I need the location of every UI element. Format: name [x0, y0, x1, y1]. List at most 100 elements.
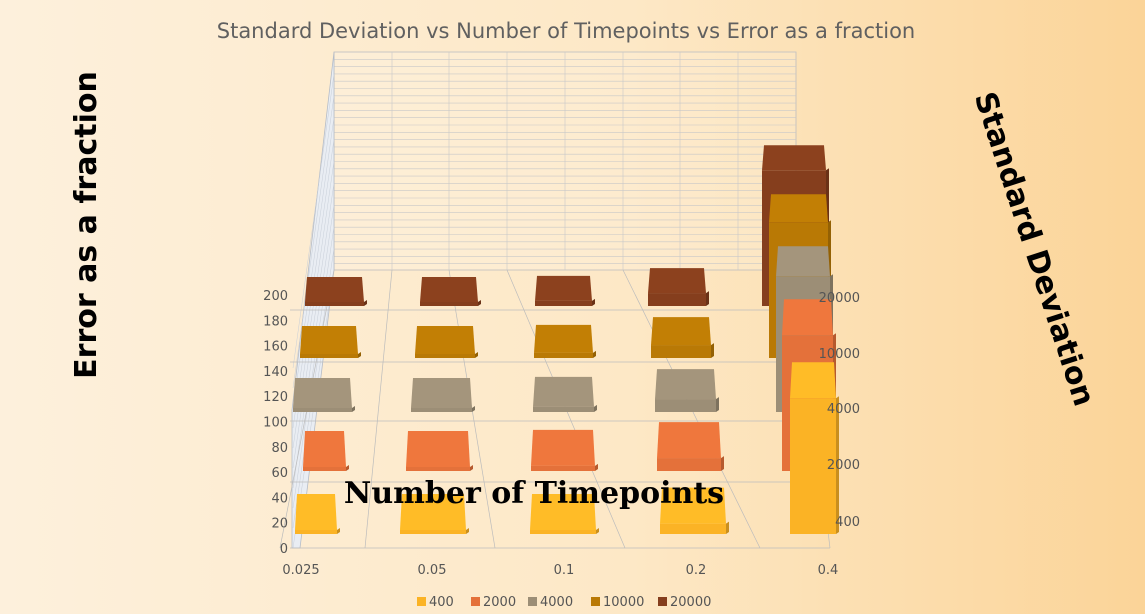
bar-top-face	[648, 268, 706, 294]
side-wall-gridline	[292, 95, 335, 389]
legend-label: 400	[429, 595, 454, 610]
legend-swatch	[658, 597, 667, 606]
bar-top-face	[406, 431, 470, 467]
bar-10000-0.2	[651, 317, 714, 358]
z-axis-title: Standard Deviation	[967, 88, 1102, 411]
bar-side-face	[352, 406, 355, 412]
bar-front-face	[400, 530, 466, 534]
bar-side-face	[478, 300, 481, 306]
bar-top-face	[300, 326, 358, 354]
bar-side-face	[595, 463, 598, 471]
bar-top-face	[295, 494, 337, 530]
x-tick-label: 0.4	[818, 563, 839, 578]
y-tick-label: 180	[263, 314, 288, 329]
x-tick-label: 0.1	[554, 563, 575, 578]
y-axis-title: Error as a fraction	[69, 71, 104, 379]
bar-top-face	[790, 362, 836, 399]
bar-20000-0.2	[648, 268, 709, 306]
y-tick-label: 140	[263, 365, 288, 380]
bar-front-face	[420, 302, 478, 306]
bar-top-face	[657, 422, 721, 459]
y-tick-label: 20	[271, 517, 288, 532]
z-tick-label: 20000	[819, 291, 860, 306]
bar-front-face	[411, 408, 472, 412]
y-tick-label: 100	[263, 416, 288, 431]
bar-side-face	[364, 300, 367, 306]
bar-top-face	[660, 487, 726, 524]
legend-swatch	[591, 597, 600, 606]
bar-top-face	[651, 317, 711, 346]
bar-front-face	[651, 345, 711, 358]
chart-legend: 400 2000 4000 10000 20000	[417, 595, 711, 610]
chart-bars	[293, 145, 839, 534]
bar-front-face	[303, 467, 346, 471]
bar-20000-0.1	[535, 275, 595, 306]
chart-title: Standard Deviation vs Number of Timepoin…	[217, 19, 916, 43]
bar-top-face	[776, 246, 830, 277]
legend-label: 20000	[670, 595, 711, 610]
legend-label: 10000	[603, 595, 644, 610]
z-tick-label: 2000	[827, 458, 860, 473]
bar-front-face	[305, 302, 364, 306]
chart-walls	[279, 51, 831, 549]
x-axis-title: Number of Timepoints	[344, 476, 724, 511]
y-tick-label: 160	[263, 340, 288, 355]
bar-side-face	[466, 528, 469, 534]
bar-400-0.2	[660, 487, 729, 534]
legend-swatch	[417, 597, 426, 606]
y-tick-label: 80	[271, 441, 288, 456]
legend-label: 2000	[483, 595, 516, 610]
bar-front-face	[415, 354, 475, 358]
bar-20000-0.05	[420, 277, 481, 306]
x-tick-label: 0.05	[418, 563, 447, 578]
z-tick-label: 10000	[819, 347, 860, 362]
legend-swatch	[528, 597, 537, 606]
x-tick-label: 0.2	[686, 563, 707, 578]
bar-front-face	[295, 530, 337, 534]
bar-10000-0.025	[300, 326, 361, 358]
legend-item-2000: 2000	[471, 595, 516, 610]
bar-top-face	[531, 429, 595, 466]
side-wall-gridline	[292, 226, 335, 509]
bar-side-face	[594, 404, 597, 412]
bar-top-face	[655, 369, 716, 400]
bar-400-0.05	[400, 494, 469, 534]
bar-top-face	[534, 324, 593, 353]
legend-label: 4000	[540, 595, 573, 610]
bar-top-face	[411, 378, 472, 408]
y-tick-label: 0	[280, 542, 288, 557]
bar-top-face	[769, 194, 828, 223]
legend-swatch	[471, 597, 480, 606]
bar-400-0.1	[530, 494, 599, 534]
floor-gridline	[364, 269, 393, 549]
bar-side-face	[472, 406, 475, 412]
bar-side-face	[470, 465, 473, 471]
bar-side-face	[726, 521, 729, 534]
bar-front-face	[655, 399, 716, 412]
bar-front-face	[535, 300, 592, 306]
bar-2000-0.1	[531, 429, 598, 471]
bar-side-face	[836, 396, 839, 534]
bar-2000-0.025	[303, 431, 349, 471]
bar-side-face	[592, 298, 595, 306]
bar-side-face	[711, 343, 714, 358]
bar-400-0.025	[295, 494, 340, 534]
bar-top-face	[293, 378, 352, 408]
z-tick-label: 4000	[827, 402, 860, 417]
chart-ticks: 0 20 40 60 80 100 120 140 160 180 200 0.025 0.05 0.1 0…	[263, 289, 860, 578]
bar-10000-0.05	[415, 326, 478, 358]
bar-400-0.4	[790, 362, 839, 534]
bar-top-face	[535, 275, 592, 301]
bar-front-face	[657, 458, 721, 471]
bar-2000-0.2	[657, 422, 724, 471]
bar-top-face	[782, 299, 833, 336]
bar-top-face	[530, 494, 596, 530]
bar-front-face	[534, 352, 593, 358]
bar-top-face	[762, 145, 826, 171]
bar-front-face	[530, 530, 596, 534]
bar-top-face	[420, 277, 478, 302]
bar-side-face	[346, 465, 349, 471]
bar-4000-0.05	[411, 378, 475, 412]
bar-side-face	[475, 352, 478, 358]
